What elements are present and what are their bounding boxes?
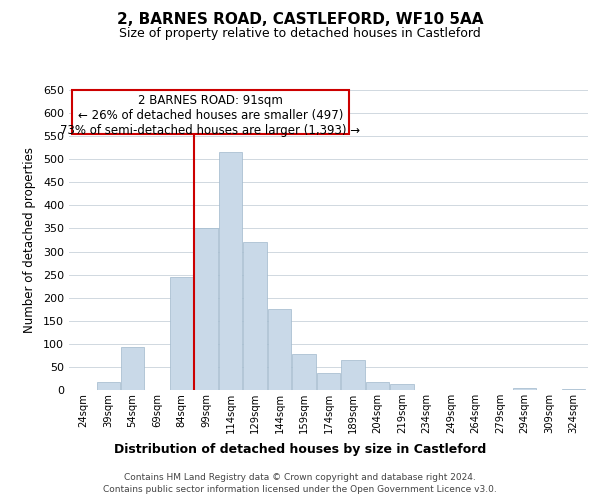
- Text: 2, BARNES ROAD, CASTLEFORD, WF10 5AA: 2, BARNES ROAD, CASTLEFORD, WF10 5AA: [117, 12, 483, 28]
- Bar: [121, 347, 144, 390]
- Text: 73% of semi-detached houses are larger (1,393) →: 73% of semi-detached houses are larger (…: [61, 124, 361, 136]
- Bar: [562, 388, 585, 390]
- Bar: [391, 384, 413, 390]
- Y-axis label: Number of detached properties: Number of detached properties: [23, 147, 36, 333]
- Text: ← 26% of detached houses are smaller (497): ← 26% of detached houses are smaller (49…: [78, 108, 343, 122]
- Bar: [268, 309, 291, 390]
- Bar: [292, 354, 316, 390]
- Bar: [317, 373, 340, 390]
- Bar: [366, 382, 389, 390]
- Bar: [97, 382, 120, 390]
- Text: Contains HM Land Registry data © Crown copyright and database right 2024.: Contains HM Land Registry data © Crown c…: [124, 472, 476, 482]
- Bar: [341, 360, 365, 390]
- Text: Contains public sector information licensed under the Open Government Licence v3: Contains public sector information licen…: [103, 485, 497, 494]
- Text: 2 BARNES ROAD: 91sqm: 2 BARNES ROAD: 91sqm: [138, 94, 283, 106]
- Bar: [513, 388, 536, 390]
- Bar: [244, 242, 266, 390]
- Bar: [194, 228, 218, 390]
- Bar: [219, 152, 242, 390]
- Bar: [170, 277, 193, 390]
- Text: Distribution of detached houses by size in Castleford: Distribution of detached houses by size …: [114, 442, 486, 456]
- Text: Size of property relative to detached houses in Castleford: Size of property relative to detached ho…: [119, 28, 481, 40]
- FancyBboxPatch shape: [71, 90, 349, 134]
